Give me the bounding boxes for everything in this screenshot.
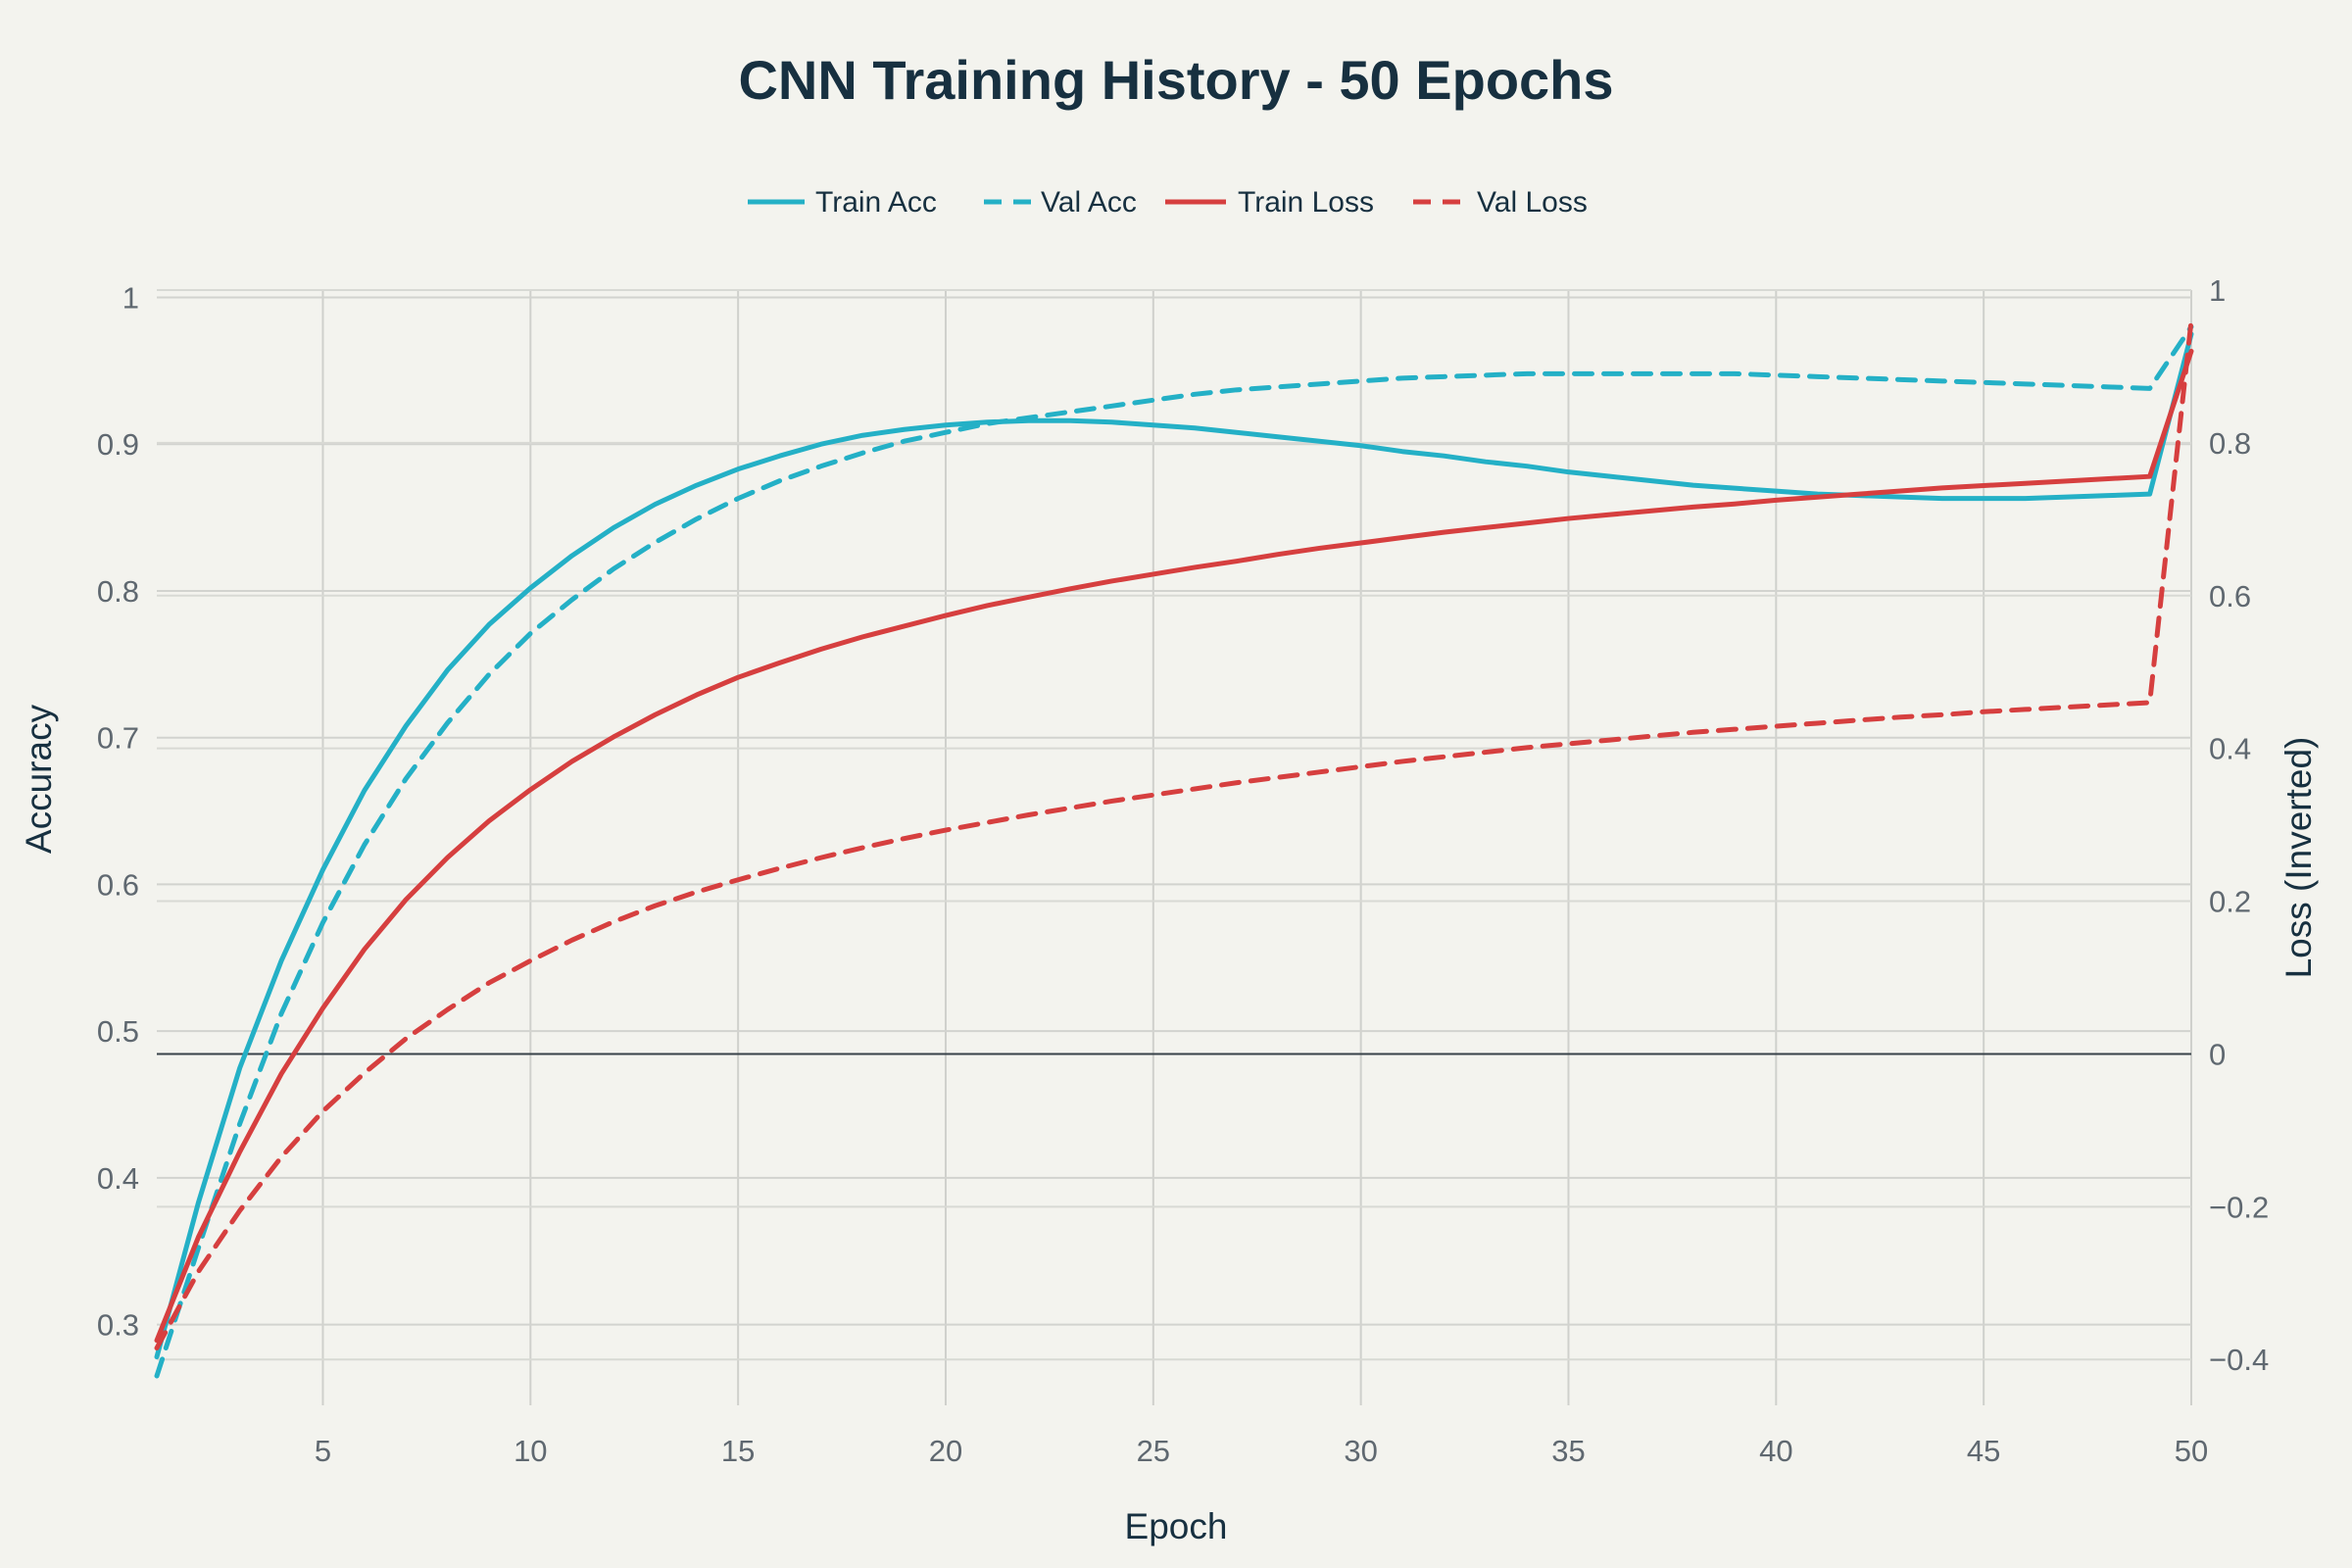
accuracy-tick-label: 0.9: [97, 427, 139, 462]
legend-train-acc-label: Train Acc: [815, 186, 937, 219]
series-layer: [154, 318, 2194, 1379]
accuracy-tick-label: 0.4: [97, 1161, 139, 1196]
x-tick-label: 10: [514, 1434, 547, 1468]
accuracy-tick-label: 0.5: [97, 1014, 139, 1049]
legend-val-acc-label: Val Acc: [1041, 186, 1137, 219]
x-tick-label: 45: [1967, 1434, 2000, 1468]
legend-train-loss-label: Train Loss: [1238, 186, 1374, 219]
val-acc-series-line: [154, 323, 2194, 1379]
loss-tick-label: 0.4: [2209, 732, 2251, 766]
left-y-axis-title: Accuracy: [19, 704, 59, 854]
x-tick-label: 35: [1551, 1434, 1585, 1468]
legend-item-val-loss: Val Loss: [1413, 186, 1588, 219]
x-tick-label: 50: [2175, 1434, 2208, 1468]
tick-layer: 5 10 15 20 25 30 35 40 45 500.30.40.50.60.70.80.9…: [97, 273, 2269, 1468]
x-tick-label: 25: [1137, 1434, 1170, 1468]
x-tick-label: 40: [1759, 1434, 1792, 1468]
accuracy-tick-label: 0.7: [97, 721, 139, 756]
right-y-axis-title: Loss (Inverted): [2278, 737, 2319, 979]
chart-title: CNN Training History - 50 Epochs: [738, 49, 1613, 111]
legend-val-loss-label: Val Loss: [1477, 186, 1588, 219]
accuracy-tick-label: 0.8: [97, 574, 139, 609]
x-tick-label: 5: [315, 1434, 331, 1468]
loss-tick-label: −0.2: [2209, 1190, 2269, 1224]
accuracy-tick-label: 0.3: [97, 1308, 139, 1343]
x-tick-label: 30: [1344, 1434, 1377, 1468]
legend-item-train-loss: Train Loss: [1165, 186, 1374, 219]
accuracy-tick-label: 1: [122, 280, 139, 315]
legend-item-val-acc: Val Acc: [984, 186, 1137, 219]
train-loss-series-line: [154, 348, 2194, 1344]
loss-tick-label: −0.4: [2209, 1343, 2269, 1377]
grid-layer: [157, 289, 2192, 1405]
accuracy-tick-label: 0.6: [97, 867, 139, 902]
loss-tick-label: 1: [2209, 273, 2226, 308]
legend: Train Acc Val Acc Train Loss Val Loss: [748, 186, 1588, 219]
loss-tick-label: 0.6: [2209, 579, 2251, 613]
legend-item-train-acc: Train Acc: [748, 186, 937, 219]
x-tick-label: 15: [721, 1434, 755, 1468]
loss-tick-label: 0: [2209, 1037, 2226, 1071]
val-loss-series-line: [154, 318, 2194, 1351]
loss-tick-label: 0.8: [2209, 426, 2251, 461]
x-axis-title: Epoch: [1125, 1506, 1228, 1546]
x-tick-label: 20: [929, 1434, 962, 1468]
loss-tick-label: 0.2: [2209, 885, 2251, 919]
